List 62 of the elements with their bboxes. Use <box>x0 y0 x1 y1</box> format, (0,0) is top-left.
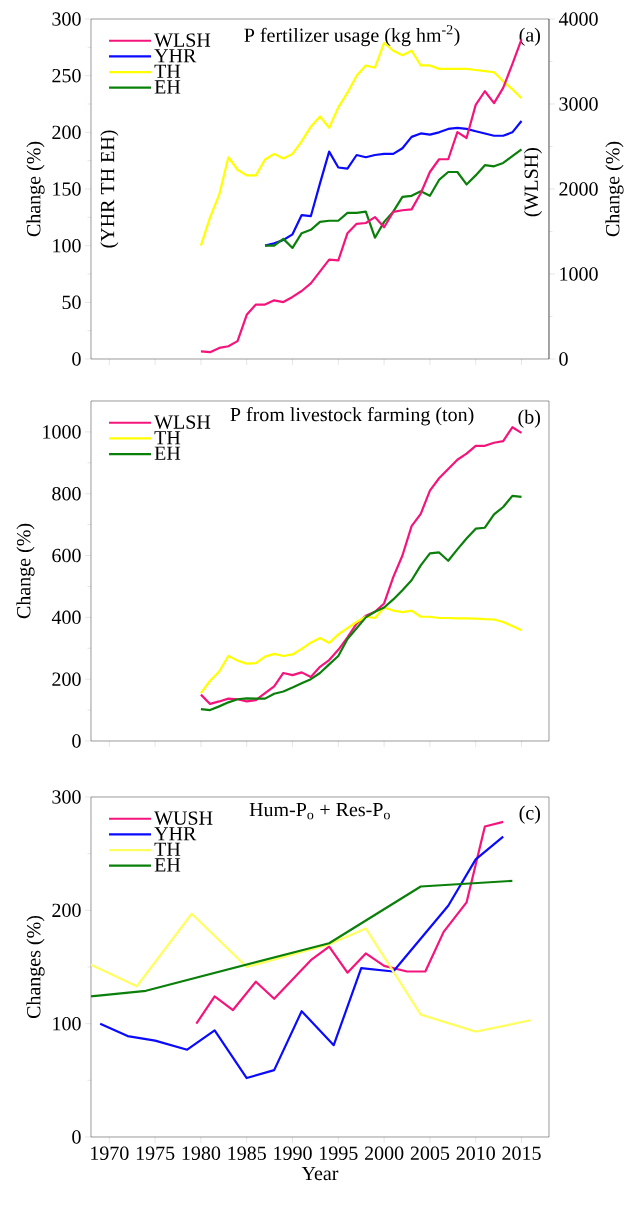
y-axis-title: Changes (%) <box>26 915 45 1019</box>
line-series <box>199 606 523 695</box>
x-tick-label: 1995 <box>320 1146 358 1160</box>
x-tick-label: 1985 <box>228 1146 266 1161</box>
x-tick-label: 2015 <box>502 1146 541 1161</box>
y-axis-title: Change (%) <box>26 141 45 237</box>
y-tick-label: 800 <box>52 486 81 501</box>
legend-label: EH <box>154 446 181 460</box>
annotation: (b) <box>518 409 540 428</box>
y-tick-label: 300 <box>52 12 81 26</box>
y-tick-label: 400 <box>51 610 81 625</box>
legend-label: EH <box>154 858 181 872</box>
y-tick-label: 0 <box>72 734 81 748</box>
chart-title: P fertilizer usage (kg hm$^{-2}$) <box>244 25 460 47</box>
y-tick-label: 250 <box>52 68 81 83</box>
x-tick-label: 2010 <box>456 1146 495 1161</box>
legend-label: TH <box>154 431 181 445</box>
x-axis-title: Year <box>301 1166 339 1181</box>
line-series <box>91 912 532 1033</box>
y2-tick-label: 3000 <box>559 97 598 111</box>
x-tick-label: 1990 <box>274 1146 312 1161</box>
y-tick-label: 0 <box>72 352 81 366</box>
y-tick-label: 600 <box>52 548 81 563</box>
y2-axis-title: Change (%) <box>605 141 624 237</box>
x-tick-label: 1975 <box>136 1146 175 1160</box>
line-series <box>263 119 523 247</box>
legend-label: YHR <box>154 49 197 63</box>
y2-tick-label: 1000 <box>560 267 598 281</box>
legend-label: TH <box>154 842 181 856</box>
y-tick-label: 0 <box>72 1130 81 1144</box>
chart-title: P from livestock farming (ton) <box>230 407 474 426</box>
y2-tick-label: 0 <box>559 352 568 366</box>
x-tick-label: 1980 <box>182 1146 221 1161</box>
x-tick-label: 2005 <box>410 1146 450 1161</box>
y-tick-label: 100 <box>53 1016 81 1031</box>
y-tick-label: 1000 <box>43 425 81 439</box>
line-series <box>263 148 523 250</box>
line-series <box>199 494 523 712</box>
annotation: (a) <box>519 27 541 46</box>
legend-label: YHR <box>154 827 197 841</box>
legend-label: WLSH <box>154 33 211 47</box>
annotation: (WLSH) <box>523 148 543 217</box>
y-tick-label: 300 <box>52 790 81 804</box>
y2-tick-label: 2000 <box>559 182 598 196</box>
line-series <box>91 879 514 998</box>
y2-tick-label: 4000 <box>558 12 598 26</box>
y-tick-label: 200 <box>52 125 81 140</box>
y-tick-label: 200 <box>52 903 81 918</box>
y-axis-title: Change (%) <box>16 523 35 619</box>
y-tick-label: 50 <box>62 295 81 310</box>
chart-title: Hum-P$_{o}$ + Res-P$_{o}$ <box>249 803 390 820</box>
x-tick-label: 2000 <box>364 1146 404 1161</box>
legend-label: WLSH <box>154 415 211 429</box>
y-tick-label: 200 <box>52 672 81 686</box>
y-tick-label: 150 <box>53 182 81 196</box>
legend-label: TH <box>154 64 181 78</box>
annotation: (YHR TH EH) <box>100 130 119 248</box>
legend-label: EH <box>154 80 181 94</box>
annotation: (c) <box>519 805 541 824</box>
y-tick-label: 100 <box>53 238 81 253</box>
x-tick-label: 1970 <box>91 1146 129 1161</box>
legend-label: WUSH <box>154 811 213 825</box>
